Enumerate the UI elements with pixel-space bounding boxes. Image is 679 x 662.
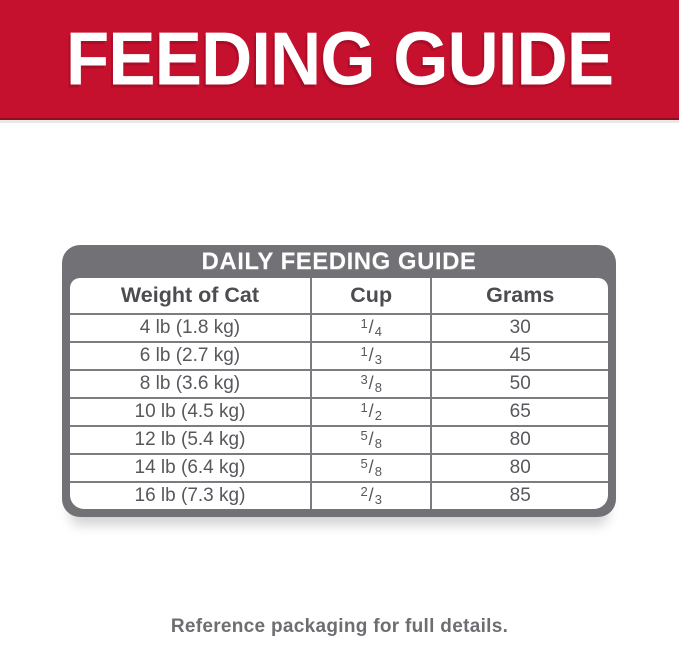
table-header-row: Weight of Cat Cup Grams — [70, 278, 608, 313]
daily-feeding-guide-card: DAILY FEEDING GUIDE Weight of Cat Cup Gr… — [62, 245, 616, 517]
cup-fraction-numerator: 2 — [360, 483, 368, 499]
cup-fraction-numerator: 1 — [360, 343, 368, 359]
cup-fraction-slash: / — [368, 428, 374, 449]
cup-fraction-denominator: 2 — [374, 407, 382, 423]
column-header-weight: Weight of Cat — [120, 283, 260, 307]
cup-fraction-slash: / — [368, 456, 374, 477]
cup-fraction-denominator: 3 — [374, 491, 382, 507]
grams-cell: 85 — [430, 483, 608, 509]
footer-note: Reference packaging for full details. — [170, 616, 509, 637]
cup-fraction-slash: / — [368, 484, 374, 505]
weight-cell: 12 lb (5.4 kg) — [134, 429, 246, 450]
cup-fraction-denominator: 8 — [374, 435, 382, 451]
cup-fraction-denominator: 8 — [374, 463, 382, 479]
cup-cell: 3/8 — [309, 371, 431, 397]
table-row: 8 lb (3.6 kg) 3/8 50 — [70, 369, 608, 397]
cup-fraction-slash: / — [368, 400, 374, 421]
grams-cell: 45 — [430, 343, 608, 369]
banner-title: FEEDING GUIDE — [65, 17, 614, 101]
cup-fraction-slash: / — [368, 316, 374, 337]
weight-cell: 8 lb (3.6 kg) — [139, 373, 241, 394]
cup-fraction-numerator: 1 — [360, 315, 368, 331]
weight-cell: 16 lb (7.3 kg) — [134, 485, 246, 506]
cup-cell: 5/8 — [309, 455, 431, 481]
cup-cell: 1/2 — [309, 399, 431, 425]
cup-fraction-numerator: 1 — [360, 399, 368, 415]
table-row: 12 lb (5.4 kg) 5/8 80 — [70, 425, 608, 453]
grams-cell: 80 — [430, 427, 608, 453]
weight-cell: 4 lb (1.8 kg) — [139, 317, 241, 338]
table-row: 10 lb (4.5 kg) 1/2 65 — [70, 397, 608, 425]
feeding-table: Weight of Cat Cup Grams 4 lb (1.8 kg) 1/… — [70, 278, 608, 509]
weight-cell: 6 lb (2.7 kg) — [139, 345, 241, 366]
feeding-guide-banner: FEEDING GUIDE — [0, 0, 679, 120]
cup-fraction-denominator: 8 — [374, 379, 382, 395]
cup-fraction-denominator: 3 — [374, 351, 382, 367]
table-row: 6 lb (2.7 kg) 1/3 45 — [70, 341, 608, 369]
cup-fraction-numerator: 5 — [360, 455, 368, 471]
cup-fraction-numerator: 3 — [360, 371, 368, 387]
table-row: 4 lb (1.8 kg) 1/4 30 — [70, 313, 608, 341]
cup-fraction-slash: / — [368, 344, 374, 365]
grams-cell: 80 — [430, 455, 608, 481]
column-header-cup: Cup — [309, 278, 431, 313]
cup-cell: 2/3 — [309, 483, 431, 509]
grams-cell: 50 — [430, 371, 608, 397]
grams-cell: 65 — [430, 399, 608, 425]
cup-fraction-numerator: 5 — [360, 427, 368, 443]
grams-cell: 30 — [430, 315, 608, 341]
cup-cell: 1/4 — [309, 315, 431, 341]
cup-fraction-slash: / — [368, 372, 374, 393]
table-row: 16 lb (7.3 kg) 2/3 85 — [70, 481, 608, 509]
table-row: 14 lb (6.4 kg) 5/8 80 — [70, 453, 608, 481]
weight-cell: 10 lb (4.5 kg) — [134, 401, 246, 422]
cup-cell: 1/3 — [309, 343, 431, 369]
table-title: DAILY FEEDING GUIDE — [201, 247, 477, 275]
cup-fraction-denominator: 4 — [374, 323, 382, 339]
column-header-grams: Grams — [430, 278, 608, 313]
cup-cell: 5/8 — [309, 427, 431, 453]
weight-cell: 14 lb (6.4 kg) — [134, 457, 246, 478]
